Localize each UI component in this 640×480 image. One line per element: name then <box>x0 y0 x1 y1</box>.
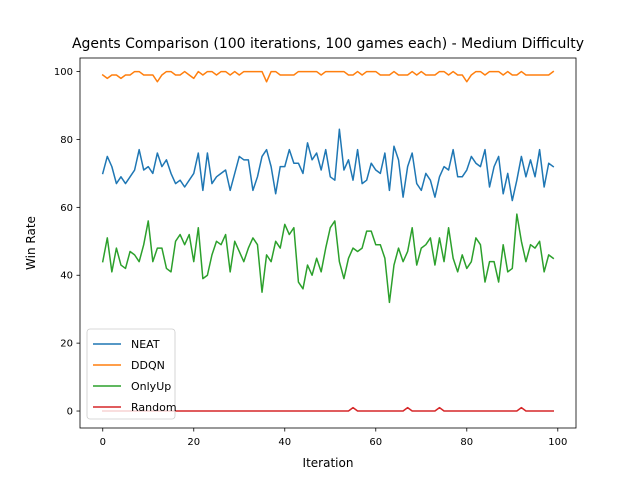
y-tick-label: 40 <box>60 271 73 282</box>
x-tick-label: 100 <box>548 437 567 448</box>
x-tick-label: 20 <box>187 437 200 448</box>
legend-label-random: Random <box>131 401 177 414</box>
legend: NEAT DDQN OnlyUp Random <box>86 328 177 420</box>
series-line-ddqn <box>101 70 555 83</box>
legend-box <box>86 328 176 420</box>
y-tick-label: 60 <box>60 203 73 214</box>
series-line-onlyup <box>101 213 555 304</box>
x-tick-label: 0 <box>100 437 106 448</box>
x-tick-label: 40 <box>278 437 291 448</box>
y-axis: 0 20 40 60 80 100 <box>54 67 80 418</box>
x-tick-label: 80 <box>460 437 473 448</box>
y-tick-label: 80 <box>60 135 73 146</box>
x-axis-label: Iteration <box>303 456 354 470</box>
y-axis-label: Win Rate <box>24 216 38 270</box>
x-axis: 0 20 40 60 80 100 <box>100 428 567 448</box>
chart-title: Agents Comparison (100 iterations, 100 g… <box>72 36 584 52</box>
legend-label-neat: NEAT <box>131 338 160 351</box>
y-tick-label: 20 <box>60 339 73 350</box>
plot-frame <box>79 57 577 429</box>
series-layer <box>101 70 555 412</box>
legend-label-ddqn: DDQN <box>131 359 165 372</box>
series-line-random <box>102 406 554 412</box>
x-tick-label: 60 <box>369 437 382 448</box>
legend-label-onlyup: OnlyUp <box>131 380 171 393</box>
y-tick-label: 100 <box>54 67 73 78</box>
y-tick-label: 0 <box>67 407 73 418</box>
series-line-neat <box>101 128 555 202</box>
